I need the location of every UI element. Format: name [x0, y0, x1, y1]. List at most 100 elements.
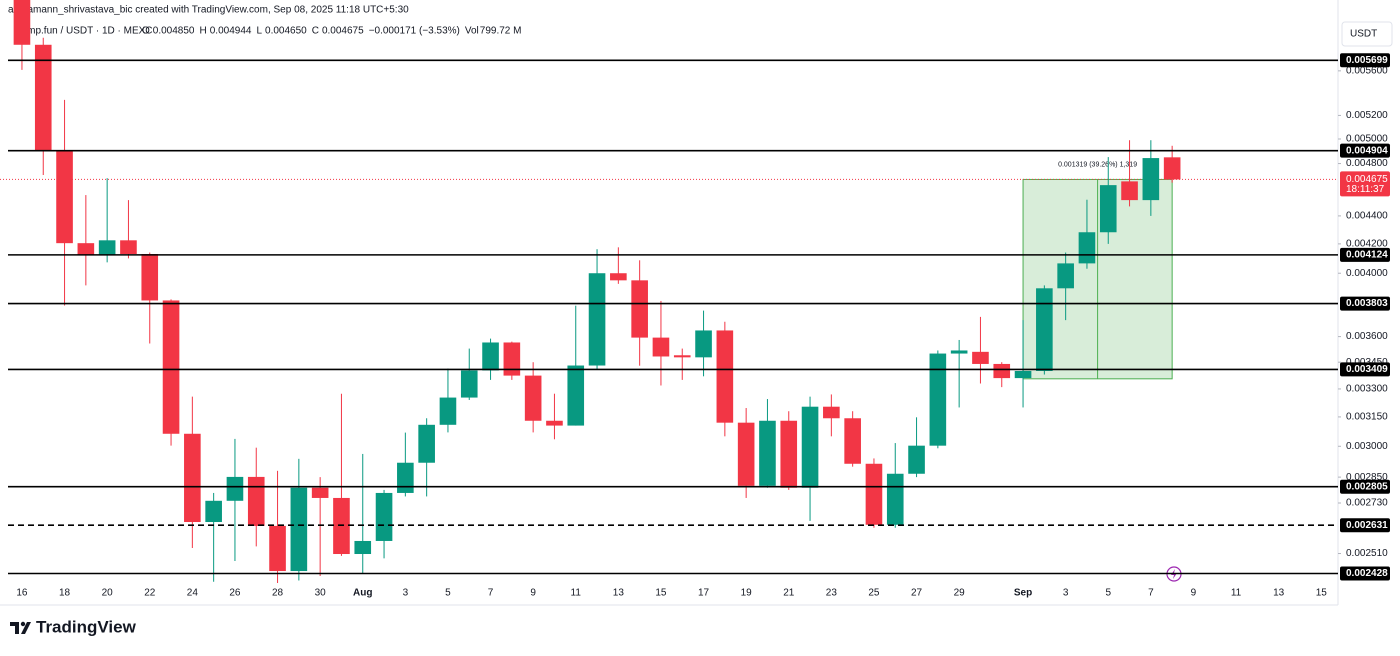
candle-body [418, 424, 435, 463]
candle-body [205, 500, 222, 523]
x-tick-label: 24 [187, 588, 199, 599]
x-tick-label: 30 [315, 588, 327, 599]
level-label-box [1340, 296, 1390, 311]
candle-body [524, 375, 542, 421]
level-label-box [1340, 143, 1390, 158]
level-label: 0.002631 [1346, 520, 1388, 531]
y-tick-label: 0.003600 [1346, 331, 1388, 342]
candle-body [13, 0, 31, 45]
candle-body [801, 406, 819, 488]
x-tick-label: 22 [144, 588, 156, 599]
candle-body [780, 420, 798, 488]
x-tick-label: 5 [445, 588, 451, 599]
y-tick-label: 0.003150 [1346, 412, 1388, 423]
level-label: 0.003409 [1346, 364, 1388, 375]
candle-body [77, 243, 95, 256]
header-text: 799.72 M [480, 26, 522, 37]
candle-body [610, 273, 627, 281]
header-text: O [142, 26, 150, 37]
candle-body [695, 330, 712, 358]
x-tick-label: 11 [571, 588, 582, 599]
candle-body [652, 337, 670, 357]
credit: aaryamann_shrivastava_bic created with T… [8, 5, 409, 16]
candle-body [1036, 288, 1053, 371]
candle-body [1142, 158, 1160, 201]
ohlc-readout: O 0.004850 H 0.004944 L 0.004650 C 0.004675 −0.0… [142, 26, 521, 37]
symbol: pump.fun / USDT · 1D · MEXC [16, 26, 153, 37]
x-tick-label: 7 [1148, 588, 1154, 599]
level-label: 0.005699 [1346, 55, 1388, 66]
x-tick-label: 17 [698, 588, 710, 599]
candle-body [844, 418, 861, 464]
candle-body [34, 44, 52, 151]
candle-body [993, 363, 1011, 379]
candle-body [588, 273, 606, 366]
header-text: Vol [465, 26, 479, 37]
y-tick-label: 0.005000 [1346, 134, 1388, 145]
header-text: L [256, 26, 262, 37]
x-tick-label: 25 [868, 588, 880, 599]
x-tick-label: 9 [530, 588, 536, 599]
candle-body [184, 433, 201, 523]
candle-body [1121, 181, 1138, 201]
candle-body [929, 353, 947, 446]
y-tick-label: 0.003450 [1346, 357, 1388, 368]
header-text: C [312, 26, 319, 37]
candle-body [737, 422, 755, 486]
y-tick-label: 0.005600 [1346, 65, 1388, 76]
candle-body [673, 355, 691, 358]
y-tick-label: 0.002510 [1346, 548, 1388, 559]
candle-body [482, 342, 499, 371]
measure-label: 0.001319 (39.26%) 1,319 [1058, 161, 1137, 168]
x-tick-label: 3 [403, 588, 409, 599]
level-label-box [1340, 247, 1390, 262]
x-tick-label: 15 [1316, 588, 1328, 599]
candle-body [120, 240, 137, 254]
candle-body [1014, 370, 1032, 379]
candle-body [269, 525, 286, 572]
y-tick-label: 0.004400 [1346, 211, 1388, 222]
candle-body [631, 280, 648, 338]
candle-body [439, 397, 457, 425]
level-label-box [1340, 53, 1390, 68]
candle-body [865, 463, 883, 525]
candle-body [716, 330, 734, 423]
x-tick-label: 13 [1273, 588, 1285, 599]
candle-body [1163, 157, 1181, 180]
countdown: 18:11:37 [1346, 184, 1385, 195]
candle-body [1099, 185, 1117, 233]
y-tick-label: 0.004800 [1346, 158, 1388, 169]
level-label-box [1340, 479, 1390, 494]
y-tick-label: 0.004200 [1346, 239, 1388, 250]
x-tick-label: 27 [911, 588, 923, 599]
candle-body [226, 476, 244, 501]
header-text: −0.000171 (−3.53%) [369, 26, 460, 37]
candle-body [460, 370, 478, 398]
candle-body [247, 476, 265, 526]
price-label-box [1340, 171, 1390, 197]
candle-body [354, 540, 372, 555]
currency: USDT [1350, 29, 1377, 40]
level-label-box [1340, 362, 1390, 377]
x-tick-label: 26 [229, 588, 241, 599]
level-label: 0.003803 [1346, 298, 1388, 309]
x-tick-label: 5 [1105, 588, 1111, 599]
level-label-box [1340, 518, 1390, 533]
candle-body [1078, 232, 1096, 264]
candle-body [56, 150, 73, 244]
x-tick-label: 7 [488, 588, 494, 599]
candle-body [972, 351, 989, 364]
x-tick-label: 18 [59, 588, 71, 599]
x-tick-label: Aug [353, 588, 372, 599]
candle-body [141, 253, 159, 301]
candle-body [503, 342, 521, 376]
candle-body [546, 420, 563, 426]
x-tick-label: 16 [16, 588, 28, 599]
level-label: 0.002805 [1346, 481, 1388, 492]
y-tick-label: 0.005200 [1346, 110, 1388, 121]
header-text: H [200, 26, 207, 37]
x-tick-label: 13 [613, 588, 625, 599]
candle-body [886, 473, 904, 525]
